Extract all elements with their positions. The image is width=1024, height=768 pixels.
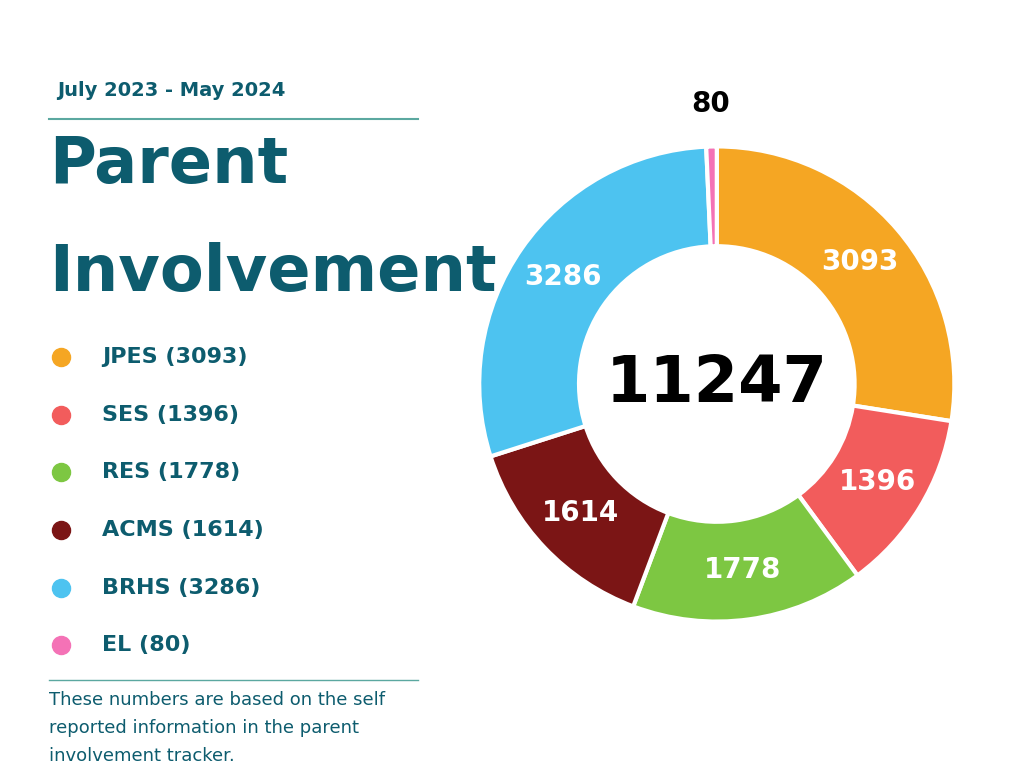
Text: 1396: 1396 xyxy=(839,468,915,495)
Wedge shape xyxy=(490,426,669,607)
Text: These numbers are based on the self
reported information in the parent
involveme: These numbers are based on the self repo… xyxy=(49,691,385,765)
Wedge shape xyxy=(707,147,717,247)
Wedge shape xyxy=(479,147,711,456)
Wedge shape xyxy=(633,495,857,621)
Text: 1778: 1778 xyxy=(703,556,781,584)
Text: BRHS (3286): BRHS (3286) xyxy=(102,578,261,598)
Text: July 2023 - May 2024: July 2023 - May 2024 xyxy=(57,81,286,100)
Text: 80: 80 xyxy=(691,90,730,118)
Wedge shape xyxy=(717,147,954,421)
Text: Parent: Parent xyxy=(49,134,289,197)
Text: RES (1778): RES (1778) xyxy=(102,462,241,482)
Text: JPES (3093): JPES (3093) xyxy=(102,347,248,367)
Text: 3093: 3093 xyxy=(821,248,898,276)
Text: 1614: 1614 xyxy=(542,499,620,528)
Text: Involvement: Involvement xyxy=(49,242,497,304)
Text: SES (1396): SES (1396) xyxy=(102,405,240,425)
Text: ACMS (1614): ACMS (1614) xyxy=(102,520,264,540)
Text: 3286: 3286 xyxy=(524,263,601,291)
Text: EL (80): EL (80) xyxy=(102,635,190,655)
Text: 11247: 11247 xyxy=(606,353,827,415)
Wedge shape xyxy=(799,406,951,575)
